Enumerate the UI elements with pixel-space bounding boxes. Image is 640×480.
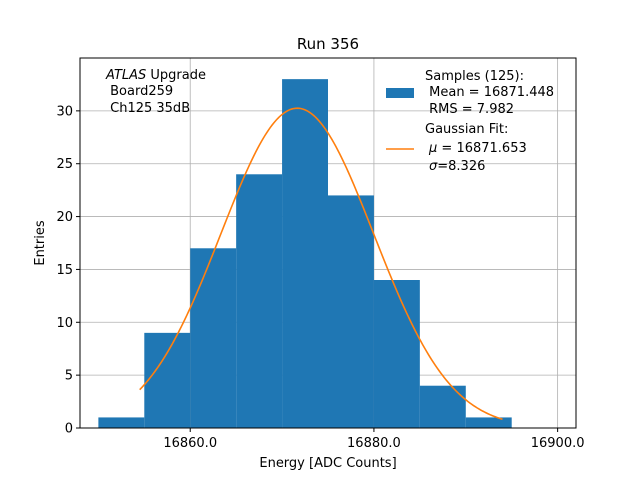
annotation-upgrade: Upgrade: [146, 68, 206, 83]
y-tick-label-3: 15: [56, 263, 73, 278]
atlas-annotation: ATLAS Upgrade Board259 Ch125 35dB: [105, 68, 206, 116]
legend-hist-line-1: Samples (125):: [425, 69, 524, 84]
annotation-line-3: Ch125 35dB: [106, 101, 190, 116]
annotation-atlas: ATLAS: [105, 68, 146, 83]
axis-ticks: 16860.0 16880.0 16900.0 0 5 10 15 20 25 30: [56, 104, 584, 451]
x-tick-label-0: 16860.0: [163, 436, 217, 451]
legend-mu-symbol: μ: [428, 141, 437, 156]
y-axis-label: Entries: [33, 220, 48, 266]
gaussian-fit-curve: [139, 107, 503, 421]
legend-sigma-value: =8.326: [437, 159, 485, 174]
legend-fit-line-3: σ=8.326: [429, 159, 485, 174]
histogram-bar-7: [419, 385, 466, 428]
x-axis-label: Energy [ADC Counts]: [259, 456, 396, 471]
chart-title: Run 356: [297, 35, 359, 53]
annotation-line-2: Board259: [106, 84, 173, 99]
histogram-bar-2: [190, 248, 237, 428]
x-tick-label-2: 16900.0: [531, 436, 585, 451]
annotation-line-1: ATLAS Upgrade: [105, 68, 206, 83]
y-tick-label-5: 25: [56, 157, 73, 172]
histogram-bar-1: [144, 332, 191, 428]
histogram-bar-0: [98, 417, 145, 428]
histogram-bar-8: [465, 417, 512, 428]
legend: Samples (125): Mean = 16871.448 RMS = 7.…: [386, 69, 554, 174]
histogram-bar-3: [236, 174, 283, 428]
y-tick-label-0: 0: [65, 422, 73, 437]
plot-frame: [79, 57, 577, 429]
histogram-bar-6: [373, 280, 420, 428]
y-tick-label-6: 30: [56, 104, 73, 119]
legend-sigma-symbol: σ: [429, 159, 438, 174]
legend-hist-line-2: Mean = 16871.448: [425, 85, 554, 100]
y-tick-label-2: 10: [56, 316, 73, 331]
legend-fit-line-2: μ = 16871.653: [428, 141, 527, 156]
y-tick-label-1: 5: [65, 369, 73, 384]
y-tick-label-4: 20: [56, 210, 73, 225]
legend-hist-swatch: [386, 88, 414, 98]
histogram-bar-4: [282, 79, 328, 429]
histogram-bar-5: [328, 195, 374, 428]
legend-hist-line-3: RMS = 7.982: [425, 102, 514, 117]
legend-mu-value: = 16871.653: [437, 141, 526, 156]
legend-fit-line-1: Gaussian Fit:: [425, 122, 508, 137]
histogram-bars: [98, 79, 512, 429]
x-tick-label-1: 16880.0: [347, 436, 401, 451]
